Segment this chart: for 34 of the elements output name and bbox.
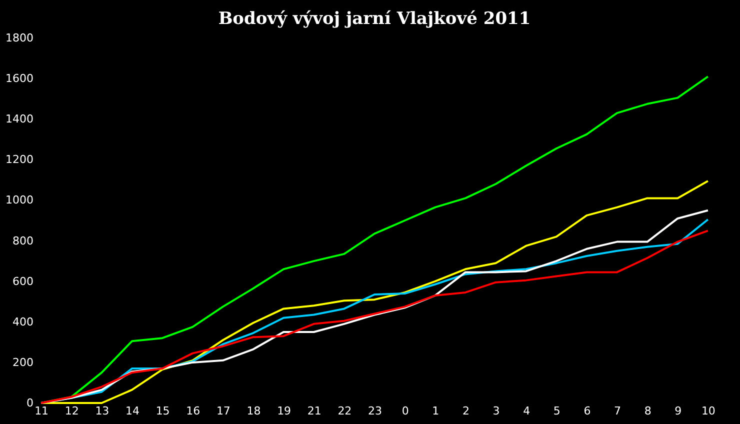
- x-tick-label: 11: [34, 404, 49, 418]
- y-tick-label: 400: [12, 315, 34, 328]
- x-tick-label: 7: [614, 404, 621, 418]
- x-tick-label: 21: [307, 404, 322, 418]
- y-tick-label: 1000: [6, 194, 34, 207]
- x-tick-label: 9: [674, 404, 682, 418]
- x-tick-label: 3: [492, 404, 500, 418]
- x-tick-label: 22: [338, 404, 352, 418]
- x-tick-label: 16: [186, 404, 200, 418]
- x-tick-label: 4: [523, 404, 530, 418]
- x-tick-label: 12: [64, 404, 79, 418]
- y-tick-label: 1800: [6, 32, 34, 44]
- y-tick-label: 1600: [6, 72, 34, 86]
- x-tick-label: 10: [701, 404, 716, 418]
- y-tick-label: 800: [12, 234, 34, 248]
- x-tick-label: 5: [553, 404, 560, 418]
- y-tick-label: 200: [12, 356, 34, 369]
- x-tick-label: 14: [126, 404, 140, 418]
- y-tick-label: 1400: [6, 112, 34, 126]
- x-tick-label: 13: [95, 404, 110, 418]
- chart-title: Bodový vývoj jarní Vlajkové 2011: [218, 9, 531, 29]
- x-tick-label: 1: [432, 404, 440, 418]
- x-tick-label: 17: [216, 404, 230, 418]
- x-tick-label: 23: [368, 404, 382, 418]
- x-tick-label: 15: [156, 404, 170, 418]
- y-tick-label: 0: [26, 396, 34, 410]
- x-tick-label: 6: [584, 404, 591, 418]
- x-tick-label: 8: [644, 404, 652, 418]
- x-tick-label: 0: [402, 404, 409, 418]
- x-tick-label: 19: [277, 404, 292, 418]
- y-tick-label: 1200: [6, 153, 34, 166]
- x-tick-label: 2: [462, 404, 470, 418]
- y-tick-label: 600: [12, 274, 34, 288]
- x-tick-label: 18: [246, 404, 261, 418]
